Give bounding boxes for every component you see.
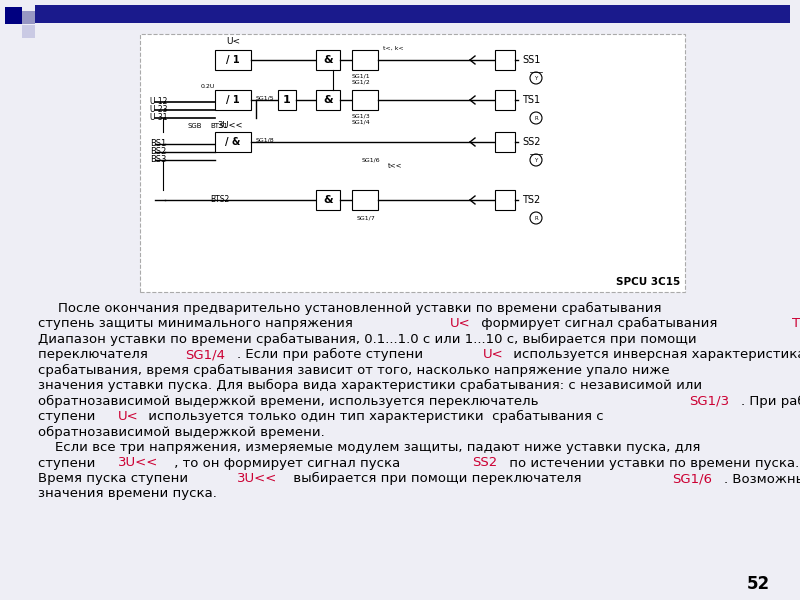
Text: / &: / & [226,137,241,147]
Text: SS1: SS1 [522,55,540,65]
Text: SG1/4: SG1/4 [186,348,226,361]
Text: U 31: U 31 [150,113,167,122]
Text: R: R [534,115,538,121]
Text: U 12: U 12 [150,97,167,107]
Text: используется только один тип характеристики  срабатывания с: используется только один тип характерист… [144,410,604,423]
Text: &: & [323,55,333,65]
FancyBboxPatch shape [215,90,251,110]
Text: обратнозависимой выдержкой времени, используется переключатель: обратнозависимой выдержкой времени, испо… [38,394,542,407]
Text: 3U<<: 3U<< [237,472,278,485]
FancyBboxPatch shape [316,90,340,110]
FancyBboxPatch shape [22,25,35,38]
FancyBboxPatch shape [495,132,515,152]
Text: SG1/2: SG1/2 [352,79,370,85]
Text: по истечении уставки по времени пуска.: по истечении уставки по времени пуска. [505,457,799,469]
Text: . Если при работе ступени: . Если при работе ступени [237,348,427,361]
Text: ступени: ступени [38,457,100,469]
Text: SG1/3: SG1/3 [352,113,370,118]
Text: BS1: BS1 [150,139,166,148]
Text: 52: 52 [747,575,770,593]
Text: &: & [323,95,333,105]
FancyBboxPatch shape [495,90,515,110]
Text: U 23: U 23 [150,106,167,115]
Text: t<<: t<< [388,163,402,169]
Text: SG1/6: SG1/6 [362,157,381,163]
Text: значения времени пуска.: значения времени пуска. [38,487,217,500]
Text: значения уставки пуска. Для выбора вида характеристики срабатывания: с независим: значения уставки пуска. Для выбора вида … [38,379,702,392]
Text: выбирается при помощи переключателя: выбирается при помощи переключателя [290,472,586,485]
FancyBboxPatch shape [495,50,515,70]
Text: BS2: BS2 [150,148,166,157]
Text: SG1/4: SG1/4 [352,119,370,124]
FancyBboxPatch shape [278,90,296,110]
Text: Y: Y [534,157,538,163]
Text: обратнозависимой выдержкой времени.: обратнозависимой выдержкой времени. [38,425,325,439]
FancyBboxPatch shape [35,5,790,23]
Text: SG1/6: SG1/6 [672,472,712,485]
Text: Y: Y [534,76,538,80]
FancyBboxPatch shape [352,190,378,210]
Text: U<: U< [482,348,503,361]
Text: После окончания предварительно установленной уставки по времени срабатывания: После окончания предварительно установле… [58,301,666,314]
Text: BTS1: BTS1 [210,123,228,129]
Text: ступени: ступени [38,410,100,423]
Text: используется инверсная характеристика: используется инверсная характеристика [510,348,800,361]
FancyBboxPatch shape [215,132,251,152]
Text: 3U<<: 3U<< [118,457,158,469]
FancyBboxPatch shape [495,190,515,210]
Text: Время пуска ступени: Время пуска ступени [38,472,192,485]
Text: 1: 1 [283,95,291,105]
Text: переключателя: переключателя [38,348,152,361]
Text: U<: U< [118,410,138,423]
Text: формирует сигнал срабатывания: формирует сигнал срабатывания [477,317,721,330]
Text: SPCU 3C15: SPCU 3C15 [616,277,680,287]
Text: 0.2U: 0.2U [201,85,215,89]
Text: TS2: TS2 [522,195,540,205]
Text: SS2: SS2 [522,137,541,147]
Text: U<: U< [450,317,470,330]
Text: SG1/8: SG1/8 [256,137,274,142]
FancyBboxPatch shape [352,50,378,70]
Text: SS2: SS2 [472,457,498,469]
Text: BS3: BS3 [150,155,166,164]
Text: SGB: SGB [187,123,202,129]
FancyBboxPatch shape [316,50,340,70]
Text: SG1/5: SG1/5 [256,95,274,100]
Text: / 1: / 1 [226,55,240,65]
Text: t<, k<: t<, k< [383,46,404,50]
Text: / 1: / 1 [226,95,240,105]
Text: TS1: TS1 [792,317,800,330]
Text: BTS2: BTS2 [210,196,230,205]
FancyBboxPatch shape [215,50,251,70]
Text: SG1/1: SG1/1 [352,73,370,79]
Text: SG1/3: SG1/3 [690,395,730,407]
Text: , то он формирует сигнал пуска: , то он формирует сигнал пуска [170,457,404,469]
FancyBboxPatch shape [352,90,378,110]
Text: R: R [534,215,538,220]
FancyBboxPatch shape [22,11,35,24]
Text: 3U<<: 3U<< [217,121,242,130]
FancyBboxPatch shape [140,34,685,292]
Text: ступень защиты минимального напряжения: ступень защиты минимального напряжения [38,317,357,330]
Text: . При работе: . При работе [741,394,800,407]
Text: срабатывания, время срабатывания зависит от того, насколько напряжение упало ниж: срабатывания, время срабатывания зависит… [38,364,670,377]
Text: TS1: TS1 [522,95,540,105]
Text: U<: U< [226,37,240,46]
Text: Если все три напряжения, измеряемые модулем защиты, падают ниже уставки пуска, д: Если все три напряжения, измеряемые моду… [38,441,700,454]
FancyBboxPatch shape [5,7,22,24]
Text: SG1/7: SG1/7 [357,215,376,220]
Text: . Возможны два: . Возможны два [724,472,800,485]
Text: Диапазон уставки по времени срабатывания, 0.1...1.0 с или 1...10 с, выбирается п: Диапазон уставки по времени срабатывания… [38,332,697,346]
FancyBboxPatch shape [316,190,340,210]
Text: &: & [323,195,333,205]
